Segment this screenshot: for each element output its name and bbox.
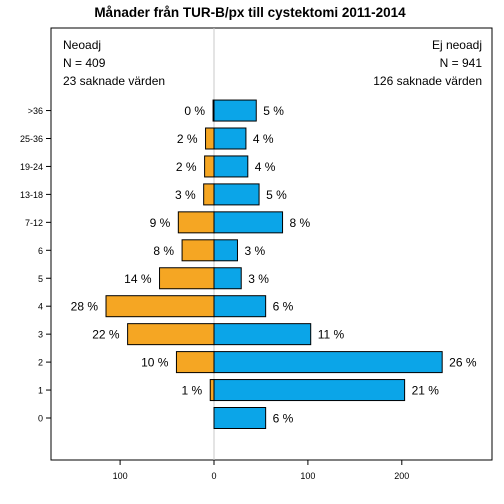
- y-tick-label: 5: [38, 274, 43, 284]
- y-tick-label: 19-24: [20, 162, 43, 172]
- bar-neoadj: [177, 211, 215, 234]
- y-tick-label: 1: [38, 386, 43, 396]
- data-label-ej-neoadj: 5 %: [266, 188, 287, 202]
- bar-neoadj: [175, 351, 215, 374]
- data-label-ej-neoadj: 3 %: [248, 272, 269, 286]
- y-tick-label: 4: [38, 302, 43, 312]
- bar-ej-neoadj: [213, 211, 284, 234]
- data-label-ej-neoadj: 4 %: [255, 160, 276, 174]
- y-tick-label: 6: [38, 246, 43, 256]
- data-label-ej-neoadj: 3 %: [244, 244, 265, 258]
- annotation-left-line: 23 saknade värden: [63, 74, 165, 88]
- annotation-left-line: Neoadj: [63, 38, 101, 52]
- x-tick-label: 0: [211, 471, 216, 481]
- data-label-ej-neoadj: 8 %: [290, 216, 311, 230]
- data-label-ej-neoadj: 5 %: [263, 104, 284, 118]
- data-label-ej-neoadj: 6 %: [273, 300, 294, 314]
- data-label-neoadj: 22 %: [92, 328, 120, 342]
- data-label-ej-neoadj: 4 %: [253, 132, 274, 146]
- data-label-ej-neoadj: 26 %: [449, 356, 477, 370]
- bars: 1 %10 %22 %28 %14 %8 %9 %3 %2 %2 %0 %6 %…: [71, 99, 477, 429]
- data-label-ej-neoadj: 21 %: [412, 384, 440, 398]
- bar-ej-neoadj: [213, 99, 257, 122]
- data-label-neoadj: 9 %: [150, 216, 171, 230]
- annotation-right-line: Ej neoadj: [432, 38, 482, 52]
- x-tick-label: 200: [394, 471, 409, 481]
- bar-ej-neoadj: [213, 127, 247, 150]
- data-label-neoadj: 2 %: [177, 132, 198, 146]
- bar-neoadj: [203, 183, 215, 206]
- data-label-neoadj: 1 %: [182, 384, 203, 398]
- bar-ej-neoadj: [213, 183, 260, 206]
- bar-neoadj: [209, 379, 215, 402]
- data-label-neoadj: 10 %: [141, 356, 169, 370]
- annotation-left: Neoadj N = 409 23 saknade värden: [63, 38, 165, 88]
- data-label-ej-neoadj: 11 %: [318, 328, 345, 342]
- chart-title: Månader från TUR-B/px till cystektomi 20…: [94, 5, 406, 20]
- bar-ej-neoadj: [213, 155, 249, 178]
- bar-ej-neoadj: [213, 379, 406, 402]
- data-label-neoadj: 14 %: [124, 272, 152, 286]
- bar-ej-neoadj: [213, 267, 242, 290]
- x-axis: 100 0 100 200: [113, 460, 409, 481]
- bar-neoadj: [181, 239, 215, 262]
- y-tick-label: 7-12: [25, 218, 43, 228]
- y-tick-label: 13-18: [20, 190, 43, 200]
- bar-ej-neoadj: [213, 295, 267, 318]
- bar-neoadj: [105, 295, 215, 318]
- bar-ej-neoadj: [213, 239, 238, 262]
- x-tick-label: 100: [300, 471, 315, 481]
- y-axis: 0 1 2 3 4 5 6 7-12 13-18 19-24 25-36 >36: [20, 106, 51, 424]
- y-tick-label: >36: [28, 106, 43, 116]
- data-label-neoadj: 28 %: [71, 300, 99, 314]
- data-label-neoadj: 8 %: [153, 244, 174, 258]
- bar-neoadj: [159, 267, 215, 290]
- plot-frame: [50, 27, 493, 461]
- data-label-neoadj: 2 %: [176, 160, 197, 174]
- data-label-neoadj: 0 %: [184, 104, 205, 118]
- y-tick-label: 0: [38, 414, 43, 424]
- data-label-ej-neoadj: 6 %: [273, 412, 294, 426]
- bar-neoadj: [204, 155, 215, 178]
- bar-ej-neoadj: [213, 323, 312, 346]
- bar-neoadj: [127, 323, 215, 346]
- bar-neoadj: [205, 127, 215, 150]
- annotation-right: Ej neoadj N = 941 126 saknade värden: [373, 38, 482, 88]
- data-label-neoadj: 3 %: [175, 188, 196, 202]
- annotation-left-line: N = 409: [63, 56, 106, 70]
- y-tick-label: 25-36: [20, 134, 43, 144]
- annotation-right-line: 126 saknade värden: [373, 74, 482, 88]
- bar-ej-neoadj: [213, 351, 443, 374]
- annotation-right-line: N = 941: [440, 56, 483, 70]
- y-tick-label: 3: [38, 330, 43, 340]
- y-tick-label: 2: [38, 358, 43, 368]
- x-tick-label: 100: [113, 471, 128, 481]
- bar-ej-neoadj: [213, 407, 267, 429]
